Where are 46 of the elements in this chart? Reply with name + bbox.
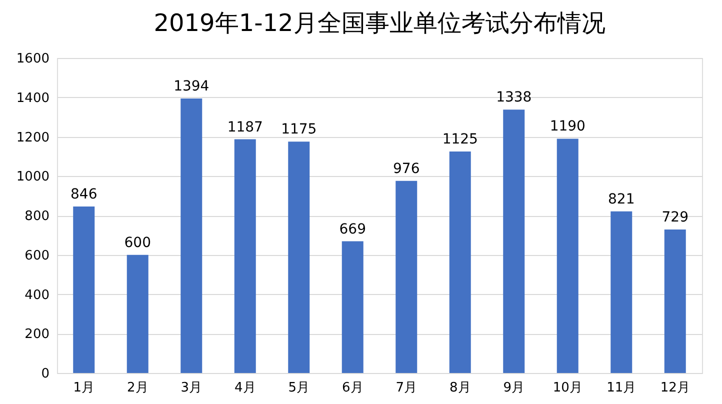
bar — [234, 139, 256, 373]
x-tick-label: 5月 — [288, 380, 310, 396]
x-tick-label: 11月 — [606, 380, 636, 396]
bar — [556, 138, 578, 373]
y-tick-label: 1000 — [16, 170, 50, 185]
y-tick-label: 800 — [24, 209, 50, 224]
bar — [180, 98, 202, 373]
y-tick-label: 200 — [24, 327, 50, 342]
bar — [664, 229, 686, 373]
bar — [288, 142, 310, 373]
x-tick-label: 4月 — [234, 380, 256, 396]
y-tick-label: 0 — [41, 366, 50, 382]
data-label: 1394 — [174, 78, 210, 95]
x-tick-label: 12月 — [660, 380, 690, 396]
x-tick-label: 2月 — [126, 380, 148, 396]
y-tick-label: 1600 — [16, 52, 50, 66]
x-tick-label: 7月 — [396, 380, 418, 396]
bar — [73, 206, 95, 373]
y-tick-label: 400 — [24, 288, 50, 303]
chart-title: 2019年1-12月全国事业单位考试分布情况 — [154, 9, 606, 37]
bar — [503, 110, 525, 373]
data-label: 846 — [70, 186, 98, 202]
x-tick-label: 10月 — [552, 380, 582, 396]
data-label: 1175 — [281, 122, 317, 138]
data-label: 1338 — [496, 90, 532, 106]
data-label: 600 — [124, 234, 151, 251]
y-tick-label: 1400 — [16, 90, 50, 106]
data-label: 1125 — [442, 132, 478, 148]
bar — [342, 241, 364, 373]
bar — [449, 152, 471, 373]
data-label: 821 — [608, 191, 635, 208]
y-tick-label: 600 — [24, 248, 50, 264]
bar — [610, 211, 632, 373]
y-tick-label: 1200 — [16, 130, 50, 146]
bar — [396, 180, 418, 373]
x-tick-label: 8月 — [449, 380, 471, 396]
bar — [126, 254, 148, 373]
x-tick-label: 6月 — [342, 380, 364, 396]
data-label: 976 — [393, 160, 420, 177]
data-label: 669 — [339, 221, 366, 238]
data-label: 1190 — [550, 118, 586, 135]
x-tick-label: 3月 — [180, 380, 202, 396]
x-tick-label: 9月 — [503, 380, 525, 396]
x-tick-label: 1月 — [73, 380, 95, 396]
data-label: 729 — [662, 209, 688, 226]
data-label: 1187 — [227, 119, 263, 136]
